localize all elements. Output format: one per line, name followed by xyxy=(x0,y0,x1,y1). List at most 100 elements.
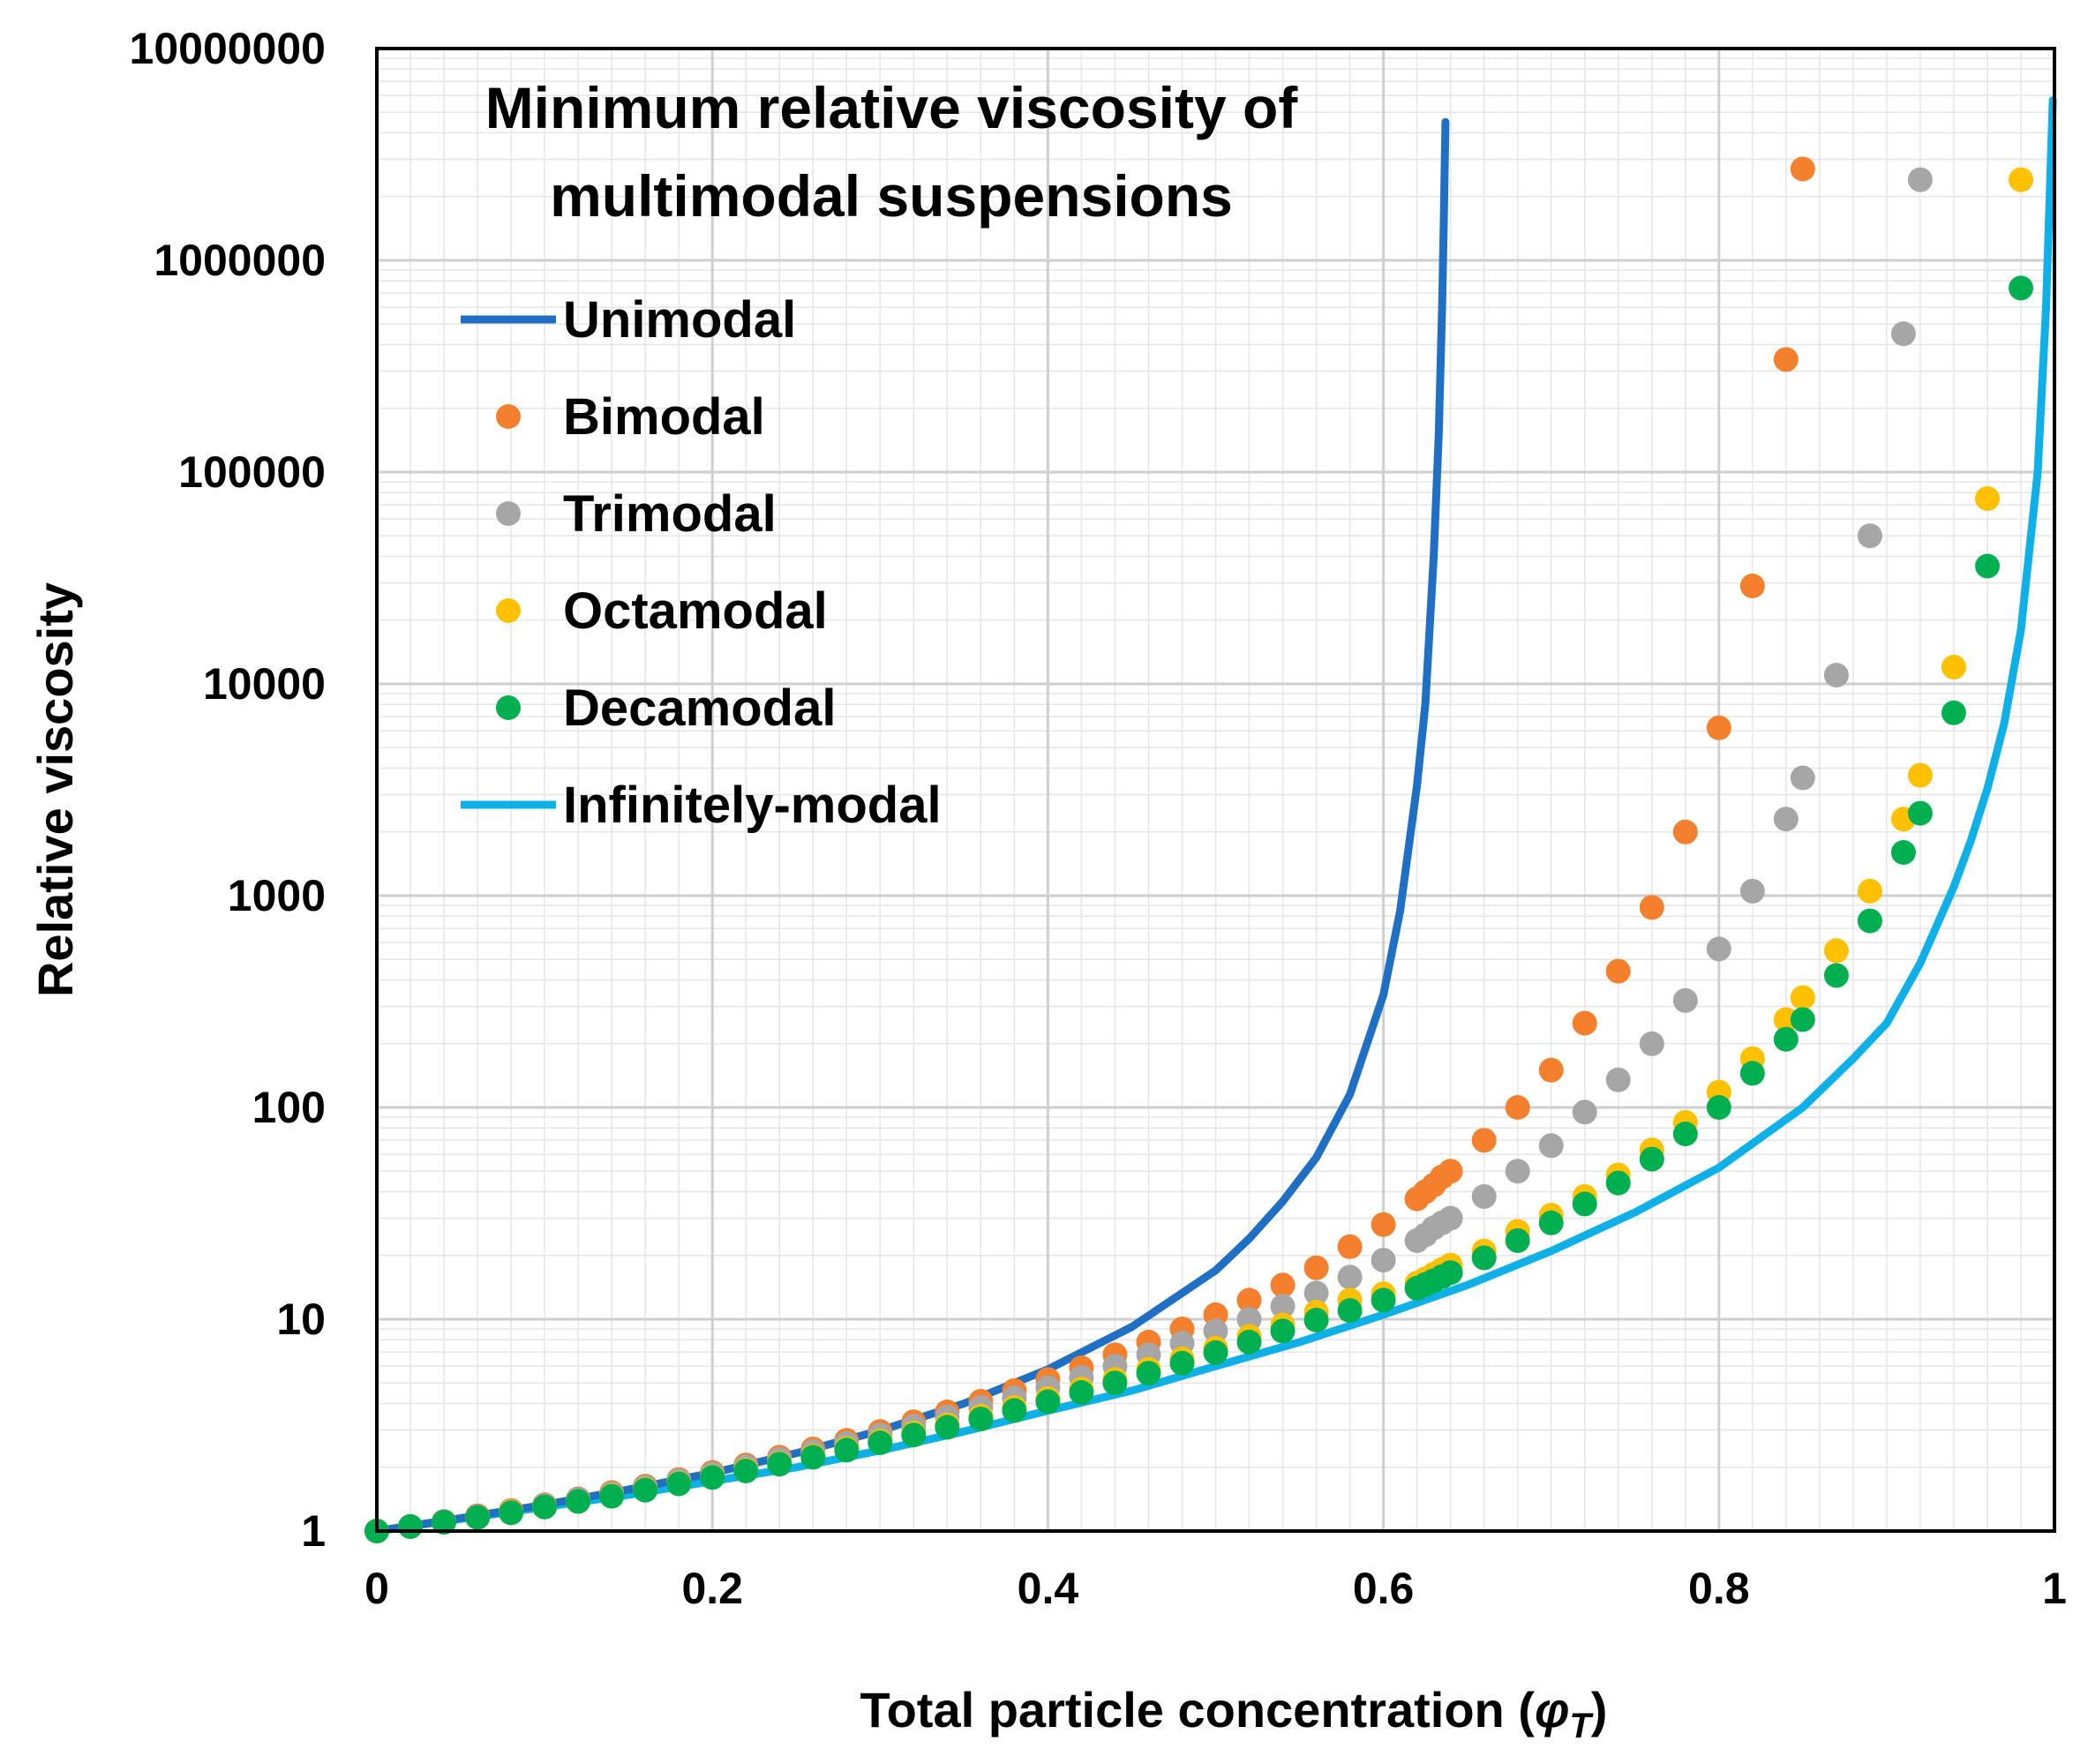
bimodal-point xyxy=(1773,347,1799,372)
decamodal-point xyxy=(834,1437,860,1463)
legend-label-octamodal: Octamodal xyxy=(563,582,828,640)
x-axis-title-subscript: T xyxy=(1569,1707,1594,1745)
legend-label-bimodal: Bimodal xyxy=(563,388,765,446)
bimodal-point xyxy=(1303,1255,1329,1280)
bimodal-point xyxy=(1739,574,1765,598)
trimodal-point xyxy=(1739,878,1765,904)
legend-label-decamodal: Decamodal xyxy=(563,679,836,737)
decamodal-point xyxy=(666,1471,692,1497)
trimodal-point xyxy=(1672,987,1698,1013)
bimodal-point xyxy=(1337,1234,1363,1259)
decamodal-point xyxy=(1907,800,1933,826)
x-tick-label: 0.2 xyxy=(681,1564,743,1613)
decamodal-point xyxy=(1069,1380,1094,1405)
legend-label-unimodal: Unimodal xyxy=(563,291,796,349)
trimodal-point xyxy=(1605,1067,1631,1092)
trimodal-point xyxy=(1438,1205,1463,1231)
legend-marker-trimodal xyxy=(496,501,521,526)
trimodal-point xyxy=(1857,523,1882,549)
decamodal-point xyxy=(1270,1318,1296,1344)
decamodal-point xyxy=(1639,1146,1664,1172)
decamodal-point xyxy=(968,1407,994,1432)
trimodal-point xyxy=(1823,663,1849,688)
decamodal-point xyxy=(1773,1026,1799,1052)
y-tick-label: 1000000 xyxy=(154,236,326,285)
bimodal-point xyxy=(1270,1272,1296,1298)
octamodal-point xyxy=(2009,167,2033,192)
decamodal-point xyxy=(1605,1170,1631,1196)
bimodal-point xyxy=(1471,1128,1497,1153)
decamodal-point xyxy=(700,1465,725,1490)
decamodal-point xyxy=(1857,908,1882,934)
decamodal-point xyxy=(1203,1340,1228,1365)
bimodal-point xyxy=(1605,958,1631,984)
trimodal-point xyxy=(1538,1133,1564,1159)
y-tick-label: 10000000 xyxy=(130,24,326,73)
bimodal-point xyxy=(1639,895,1664,920)
decamodal-point xyxy=(767,1452,792,1477)
trimodal-point xyxy=(1639,1031,1664,1056)
legend-marker-bimodal xyxy=(496,404,521,429)
bimodal-point xyxy=(1371,1212,1396,1237)
trimodal-point xyxy=(1706,936,1731,962)
tick-labels: 0 0.2 0.4 0.6 0.8 1 1 10 100 1000 10000 100000 10000… xyxy=(130,24,2067,1613)
decamodal-point xyxy=(867,1430,893,1455)
octamodal-point xyxy=(1941,655,1966,679)
decamodal-point xyxy=(1890,840,1916,865)
decamodal-point xyxy=(432,1510,456,1535)
decamodal-point xyxy=(1002,1398,1027,1423)
decamodal-point xyxy=(901,1422,927,1448)
bimodal-point xyxy=(1505,1095,1530,1120)
decamodal-point xyxy=(465,1505,491,1530)
x-tick-label: 0.6 xyxy=(1353,1564,1415,1613)
decamodal-point xyxy=(1572,1191,1597,1217)
decamodal-point xyxy=(398,1513,423,1539)
legend: Unimodal Bimodal Trimodal Octamodal Decamoda… xyxy=(461,291,942,834)
trimodal-point xyxy=(1203,1318,1228,1344)
minor-gridlines xyxy=(377,49,2054,1531)
octamodal-point xyxy=(1823,938,1849,964)
decamodal-point xyxy=(1975,553,2000,579)
decamodal-point xyxy=(633,1477,658,1503)
y-axis-title: Relative viscosity xyxy=(27,582,83,997)
bimodal-point xyxy=(1438,1159,1463,1184)
decamodal-point xyxy=(1941,700,1966,725)
trimodal-point xyxy=(1790,765,1815,791)
trimodal-point xyxy=(1270,1294,1296,1319)
decamodal-point xyxy=(1303,1308,1329,1332)
bimodal-point xyxy=(1672,819,1698,844)
trimodal-point xyxy=(1303,1280,1329,1306)
decamodal-point xyxy=(1371,1287,1396,1313)
trimodal-point xyxy=(1337,1265,1363,1290)
y-tick-label: 1000 xyxy=(228,871,326,920)
chart-title-line-1: Minimum relative viscosity of xyxy=(485,75,1299,140)
x-tick-label: 0 xyxy=(364,1564,389,1613)
legend-marker-octamodal xyxy=(496,598,521,623)
y-tick-label: 10 xyxy=(276,1295,326,1344)
decamodal-point xyxy=(1438,1260,1463,1286)
x-axis-title-prefix: Total particle concentration ( xyxy=(860,1682,1536,1738)
y-tick-label: 100000 xyxy=(178,447,326,497)
x-tick-label: 0.8 xyxy=(1688,1564,1750,1613)
trimodal-point xyxy=(1371,1248,1396,1273)
bimodal-point xyxy=(1572,1010,1597,1036)
octamodal-point xyxy=(1857,878,1882,904)
y-tick-label: 10000 xyxy=(203,659,326,709)
decamodal-point xyxy=(1236,1329,1262,1355)
decamodal-point xyxy=(1790,1007,1815,1032)
plot-area-frame xyxy=(375,47,2056,1533)
octamodal-point xyxy=(1907,762,1933,788)
decamodal-point xyxy=(1505,1227,1530,1253)
decamodal-point xyxy=(1823,963,1849,988)
trimodal-point xyxy=(1773,807,1799,832)
unimodal-line xyxy=(372,117,1450,1535)
legend-label-infinitely-modal: Infinitely-modal xyxy=(563,777,942,834)
decamodal-point xyxy=(1136,1361,1161,1386)
decamodal-point xyxy=(2009,275,2033,301)
bimodal-point xyxy=(1706,715,1731,740)
series-layer xyxy=(364,96,2057,1543)
decamodal-points xyxy=(364,275,2033,1543)
decamodal-point xyxy=(1739,1061,1765,1086)
